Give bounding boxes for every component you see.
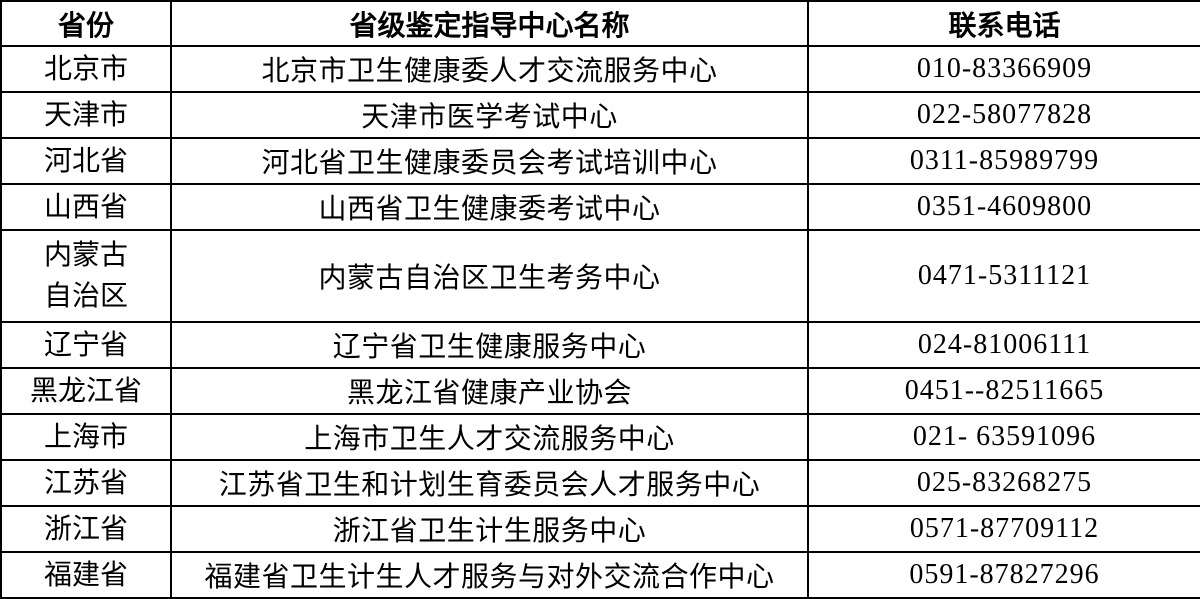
- center-name-cell: 上海市卫生人才交流服务中心: [170, 413, 809, 461]
- phone-cell: 0351-4609800: [807, 183, 1200, 231]
- table-row: 福建省 福建省卫生计生人才服务与对外交流合作中心 0591-87827296: [0, 551, 1200, 599]
- province-cell: 江苏省: [0, 459, 172, 507]
- table-row: 内蒙古 自治区 内蒙古自治区卫生考务中心 0471-5311121: [0, 229, 1200, 323]
- phone-cell: 025-83268275: [807, 459, 1200, 507]
- province-cell: 北京市: [0, 45, 172, 93]
- center-name-cell: 山西省卫生健康委考试中心: [170, 183, 809, 231]
- province-cell: 河北省: [0, 137, 172, 185]
- table-row: 辽宁省 辽宁省卫生健康服务中心 024-81006111: [0, 321, 1200, 369]
- phone-cell: 0471-5311121: [807, 229, 1200, 323]
- center-name-cell: 浙江省卫生计生服务中心: [170, 505, 809, 553]
- center-name-cell: 黑龙江省健康产业协会: [170, 367, 809, 415]
- phone-cell: 024-81006111: [807, 321, 1200, 369]
- phone-cell: 0571-87709112: [807, 505, 1200, 553]
- province-cell: 上海市: [0, 413, 172, 461]
- phone-cell: 021- 63591096: [807, 413, 1200, 461]
- center-name-cell: 江苏省卫生和计划生育委员会人才服务中心: [170, 459, 809, 507]
- phone-cell: 0311-85989799: [807, 137, 1200, 185]
- province-cell: 天津市: [0, 91, 172, 139]
- header-province: 省份: [0, 0, 172, 47]
- phone-cell: 022-58077828: [807, 91, 1200, 139]
- center-name-cell: 福建省卫生计生人才服务与对外交流合作中心: [170, 551, 809, 599]
- center-name-cell: 辽宁省卫生健康服务中心: [170, 321, 809, 369]
- phone-cell: 010-83366909: [807, 45, 1200, 93]
- header-phone: 联系电话: [807, 0, 1200, 47]
- province-cell: 浙江省: [0, 505, 172, 553]
- center-name-cell: 河北省卫生健康委员会考试培训中心: [170, 137, 809, 185]
- table-row: 山西省 山西省卫生健康委考试中心 0351-4609800: [0, 183, 1200, 231]
- center-name-cell: 天津市医学考试中心: [170, 91, 809, 139]
- province-cell: 黑龙江省: [0, 367, 172, 415]
- table-row: 天津市 天津市医学考试中心 022-58077828: [0, 91, 1200, 139]
- province-cell: 山西省: [0, 183, 172, 231]
- center-name-cell: 内蒙古自治区卫生考务中心: [170, 229, 809, 323]
- table-row: 北京市 北京市卫生健康委人才交流服务中心 010-83366909: [0, 45, 1200, 93]
- table-body: 北京市 北京市卫生健康委人才交流服务中心 010-83366909 天津市 天津市医学考…: [0, 45, 1200, 599]
- table-row: 浙江省 浙江省卫生计生服务中心 0571-87709112: [0, 505, 1200, 553]
- center-name-cell: 北京市卫生健康委人才交流服务中心: [170, 45, 809, 93]
- table-row: 江苏省 江苏省卫生和计划生育委员会人才服务中心 025-83268275: [0, 459, 1200, 507]
- phone-cell: 0451--82511665: [807, 367, 1200, 415]
- table-row: 河北省 河北省卫生健康委员会考试培训中心 0311-85989799: [0, 137, 1200, 185]
- province-cell: 辽宁省: [0, 321, 172, 369]
- table-row: 黑龙江省 黑龙江省健康产业协会 0451--82511665: [0, 367, 1200, 415]
- header-row: 省份 省级鉴定指导中心名称 联系电话: [0, 0, 1200, 47]
- header-center-name: 省级鉴定指导中心名称: [170, 0, 809, 47]
- table-row: 上海市 上海市卫生人才交流服务中心 021- 63591096: [0, 413, 1200, 461]
- province-cell: 内蒙古 自治区: [0, 229, 172, 323]
- province-cell: 福建省: [0, 551, 172, 599]
- phone-cell: 0591-87827296: [807, 551, 1200, 599]
